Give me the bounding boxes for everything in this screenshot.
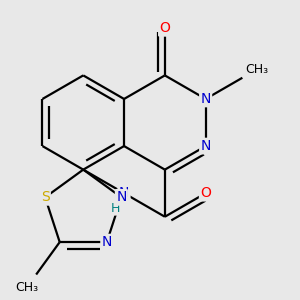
Text: O: O	[200, 186, 211, 200]
Text: S: S	[41, 190, 50, 204]
Text: N: N	[200, 139, 211, 153]
Text: N: N	[102, 235, 112, 249]
Text: N: N	[119, 186, 129, 200]
Text: CH₃: CH₃	[245, 63, 268, 76]
Text: CH₃: CH₃	[15, 281, 38, 294]
Text: N: N	[116, 190, 127, 204]
Text: O: O	[159, 21, 170, 35]
Text: H: H	[110, 202, 120, 215]
Text: N: N	[200, 92, 211, 106]
